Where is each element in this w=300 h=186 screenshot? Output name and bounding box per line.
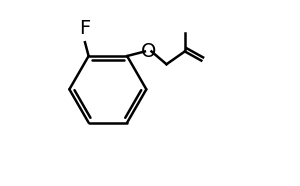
Text: O: O (140, 42, 156, 61)
Text: F: F (79, 19, 91, 38)
